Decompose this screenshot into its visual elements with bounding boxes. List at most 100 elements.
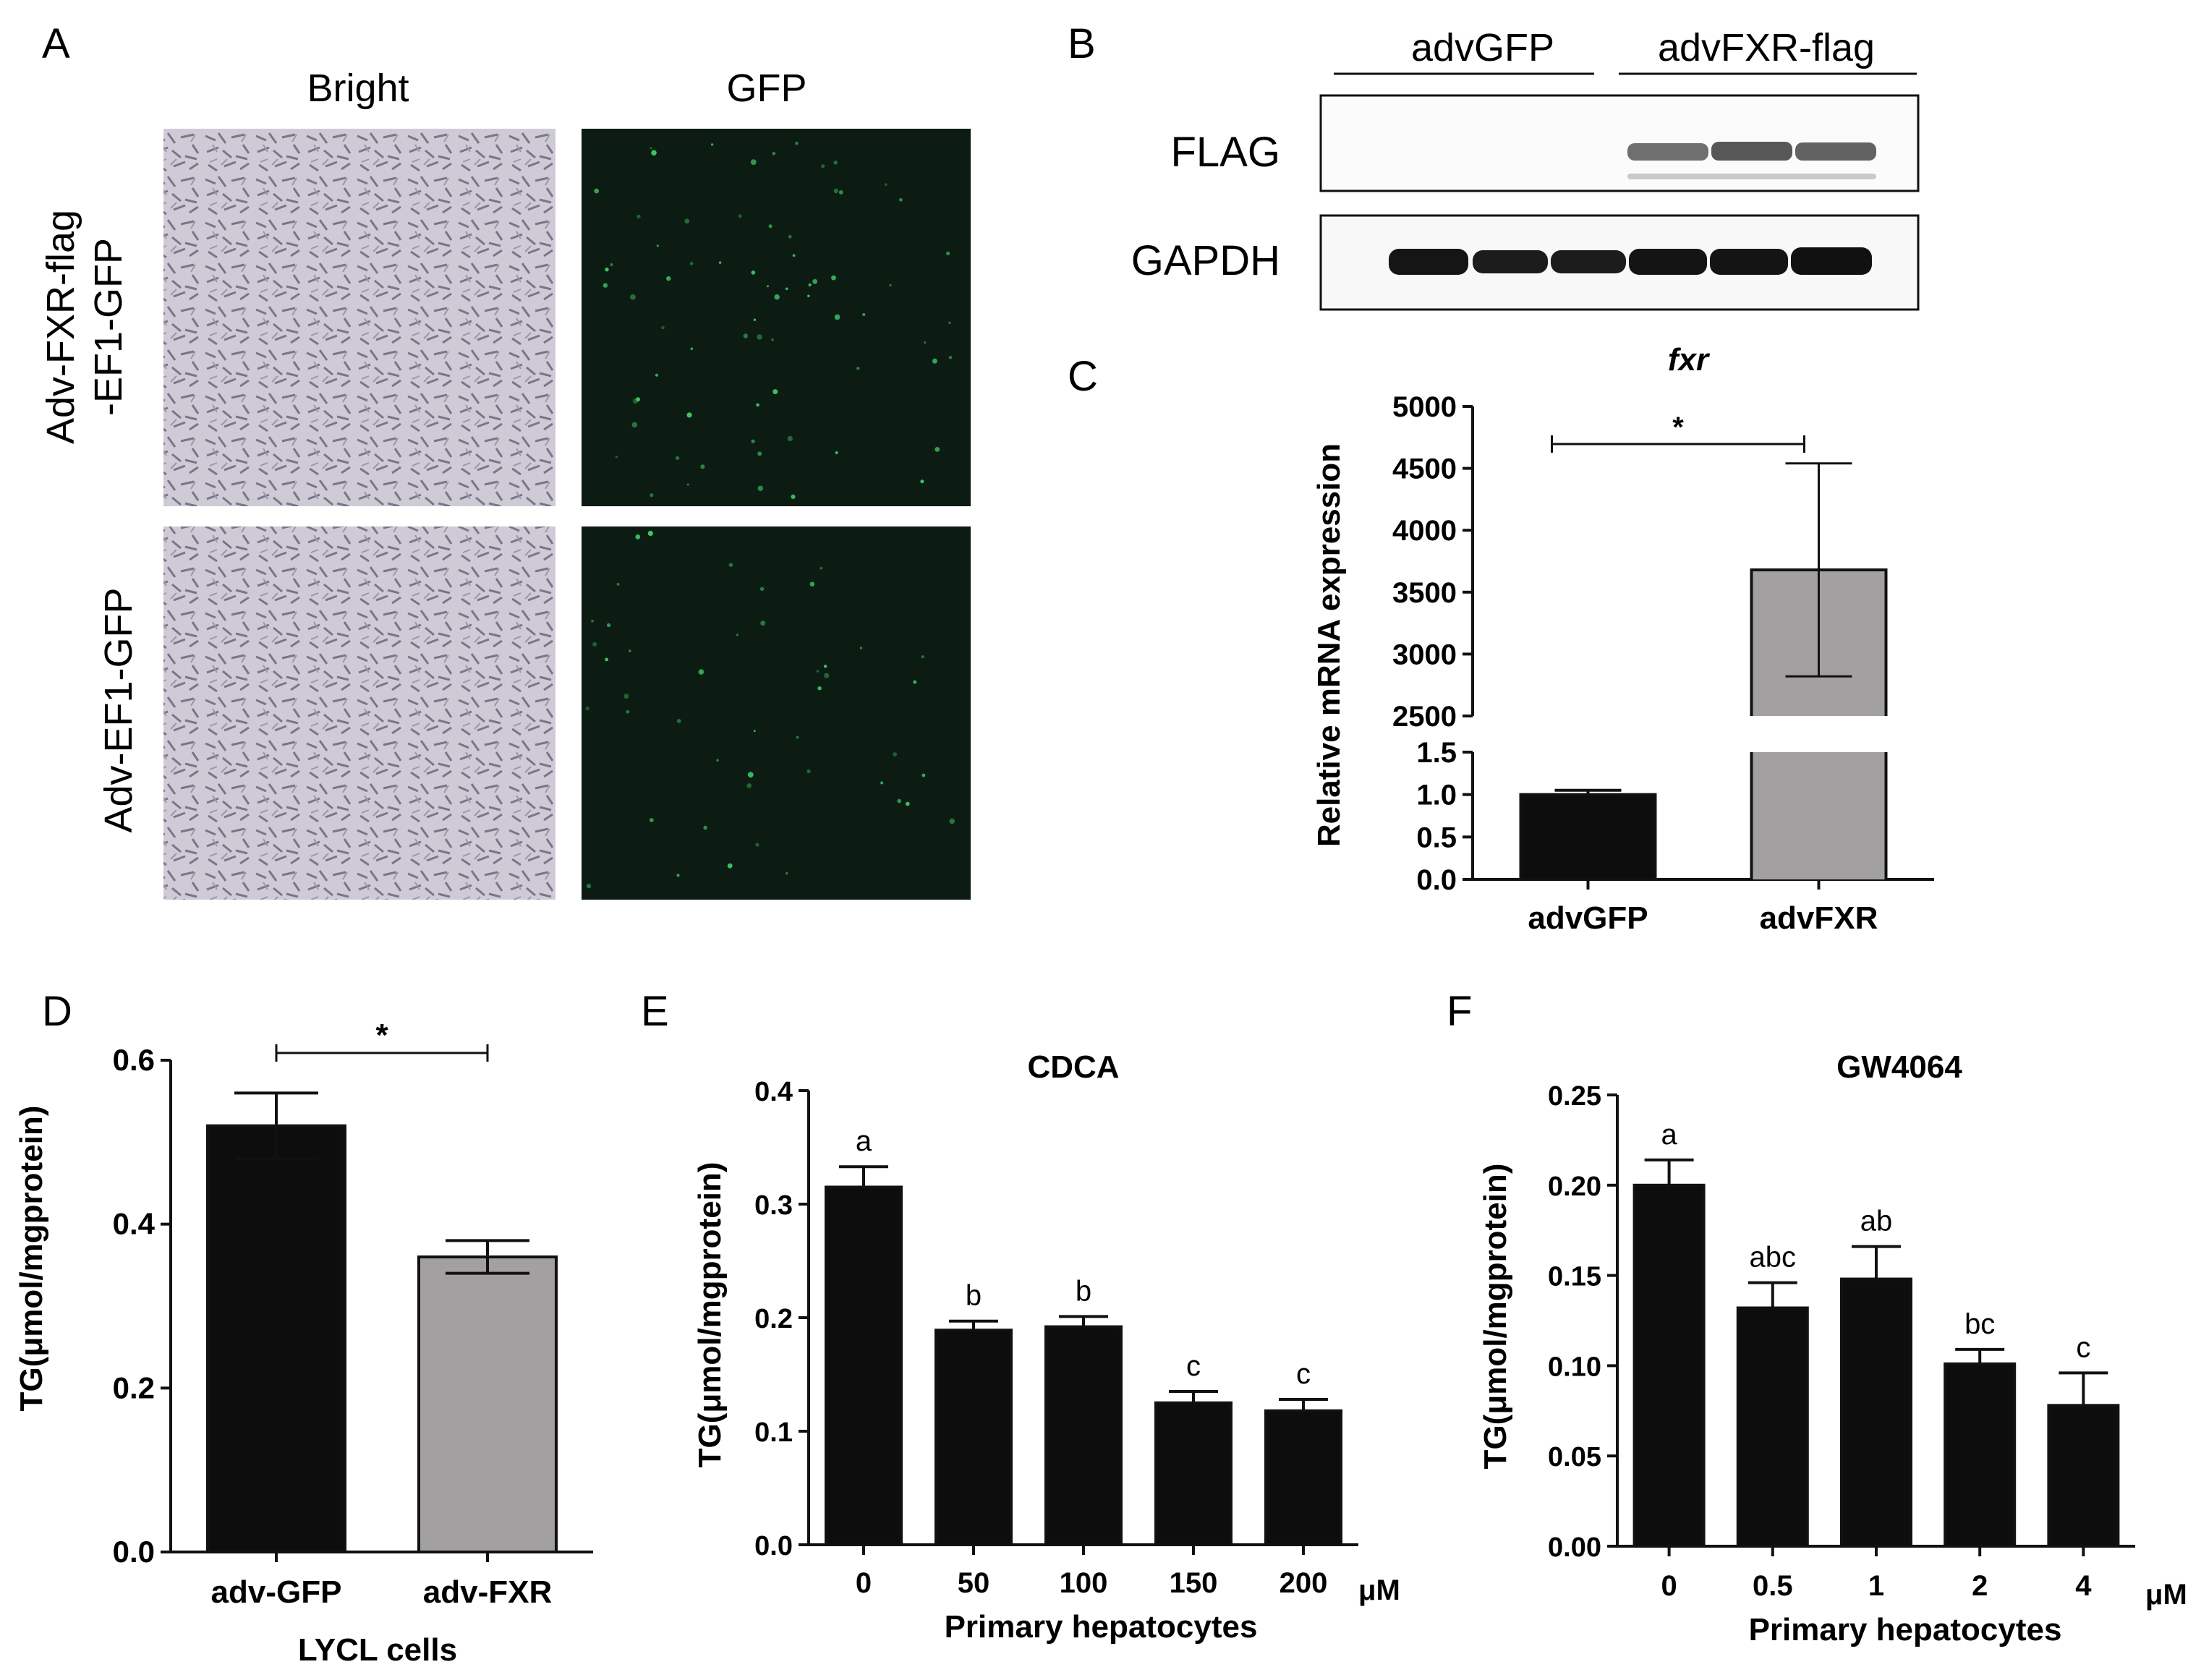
chart-f-xlabel: Primary hepatocytes <box>1749 1612 2062 1647</box>
gfp-cell <box>948 356 953 359</box>
gfp-cell <box>710 143 714 146</box>
bar-lower-segment <box>1751 752 1886 879</box>
gfp-cell <box>698 669 704 675</box>
x-tick-label: advGFP <box>1528 900 1648 936</box>
y-tick-label: 0.00 <box>1548 1532 1601 1563</box>
y-tick-label: 0.5 <box>1416 822 1457 853</box>
gfp-cell <box>700 464 705 469</box>
significance-letter: ab <box>1860 1206 1893 1237</box>
gfp-cell <box>819 567 823 570</box>
gfp-cell <box>605 657 608 662</box>
y-tick-label: 0.0 <box>113 1535 155 1569</box>
gfp-cell <box>676 719 681 723</box>
gfp-cell <box>647 530 653 537</box>
gfp-cell <box>686 412 692 418</box>
significance-letter: c <box>2076 1331 2090 1363</box>
gfp-cell <box>771 338 774 341</box>
gapdh-band <box>1473 250 1548 273</box>
gfp-cell <box>594 188 599 194</box>
y-tick-label: 0.1 <box>754 1417 793 1448</box>
gfp-cell <box>689 262 694 265</box>
y-tick-label: 0.0 <box>754 1531 793 1561</box>
significance-letter: bc <box>1964 1308 1995 1340</box>
gfp-cell <box>747 772 754 778</box>
chart-d-ylabel: TG(μmol/mgprotein) <box>14 1106 49 1412</box>
gapdh-band <box>1791 247 1872 275</box>
significance-letter: b <box>1076 1275 1091 1307</box>
bar <box>825 1185 903 1546</box>
bar <box>1840 1277 1912 1548</box>
gfp-cell <box>656 244 659 247</box>
y-tick-label: 0.6 <box>113 1043 155 1077</box>
gfp-cell <box>835 451 838 455</box>
blot-group-advgfp: advGFP <box>1411 26 1554 69</box>
gfp-cell <box>591 619 594 623</box>
bright-image-ef1 <box>163 526 555 900</box>
x-tick-label: 4 <box>2075 1570 2092 1602</box>
chart-c-ylabel: Relative mRNA expression <box>1311 443 1347 847</box>
chart-e-title: CDCA <box>1027 1049 1119 1085</box>
gfp-cell <box>831 275 836 281</box>
gfp-cell <box>716 759 719 762</box>
bar <box>1632 1183 1706 1548</box>
gfp-cell <box>592 641 597 647</box>
panel-b: advGFP advFXR-flag FLAG GAPDH <box>1131 26 1920 311</box>
significance-letter: a <box>856 1125 872 1157</box>
significance-letter: a <box>1661 1119 1677 1151</box>
gfp-cell <box>728 563 733 567</box>
gfp-cell <box>626 709 630 714</box>
x-tick-label: 100 <box>1060 1567 1108 1599</box>
chart-e: CDCA TG(μmol/mgprotein) Primary hepatocy… <box>692 1049 1400 1645</box>
chart-f-ylabel: TG(μmol/mgprotein) <box>1478 1164 1513 1470</box>
gfp-image-ef1 <box>582 526 971 900</box>
chart-f-unit: μM <box>2145 1579 2187 1611</box>
gfp-fluorescent-cells <box>585 141 955 889</box>
gfp-cell <box>768 224 772 229</box>
significance-letter: b <box>966 1280 982 1312</box>
y-tick-label: 0.25 <box>1548 1081 1601 1112</box>
x-tick-label: 0.5 <box>1753 1570 1793 1602</box>
gfp-cell <box>791 494 796 500</box>
gfp-cell <box>833 161 838 165</box>
gfp-cell <box>788 234 792 239</box>
gfp-cell <box>834 314 840 320</box>
chart-e-xlabel: Primary hepatocytes <box>945 1609 1258 1645</box>
gfp-cell <box>824 673 830 678</box>
chart-c-title: fxr <box>1668 342 1711 378</box>
gfp-cell <box>772 389 778 395</box>
gfp-cell <box>757 485 764 491</box>
gfp-cell <box>603 283 608 288</box>
gfp-cell <box>750 159 757 166</box>
gfp-cell <box>637 214 641 218</box>
gfp-cell <box>932 358 937 364</box>
y-tick-label: 3500 <box>1392 577 1457 609</box>
y-tick-label: 0.2 <box>754 1304 793 1334</box>
y-tick-label: 0.20 <box>1548 1172 1601 1202</box>
gfp-cell <box>751 270 756 275</box>
gfp-cell <box>948 321 951 324</box>
gfp-cell <box>921 773 926 777</box>
gfp-cell <box>756 403 759 407</box>
gfp-cell <box>631 422 637 428</box>
gfp-cell <box>684 218 690 224</box>
gfp-cell <box>757 451 762 456</box>
gfp-cell <box>913 680 917 684</box>
x-tick-label: 0 <box>1661 1570 1677 1602</box>
gfp-cell <box>686 483 689 486</box>
blot-label-flag: FLAG <box>1171 129 1281 176</box>
gfp-cell <box>585 707 589 711</box>
gapdh-band <box>1389 249 1468 275</box>
y-tick-label: 4000 <box>1392 515 1457 547</box>
gfp-cell <box>809 581 815 587</box>
gfp-cell <box>606 623 611 628</box>
chart-e-unit: μM <box>1358 1574 1400 1606</box>
y-tick-label: 1.5 <box>1416 737 1457 769</box>
gfp-cell <box>675 456 680 461</box>
x-tick-label: 50 <box>958 1567 990 1599</box>
flag-band-faint <box>1627 174 1876 179</box>
row-label-fxr-line2: -EF1-GFP <box>87 238 130 416</box>
x-tick-label: 200 <box>1280 1567 1328 1599</box>
panel-letter-f: F <box>1447 988 1472 1035</box>
gfp-cell <box>807 294 810 297</box>
panel-letter-b: B <box>1068 20 1096 67</box>
